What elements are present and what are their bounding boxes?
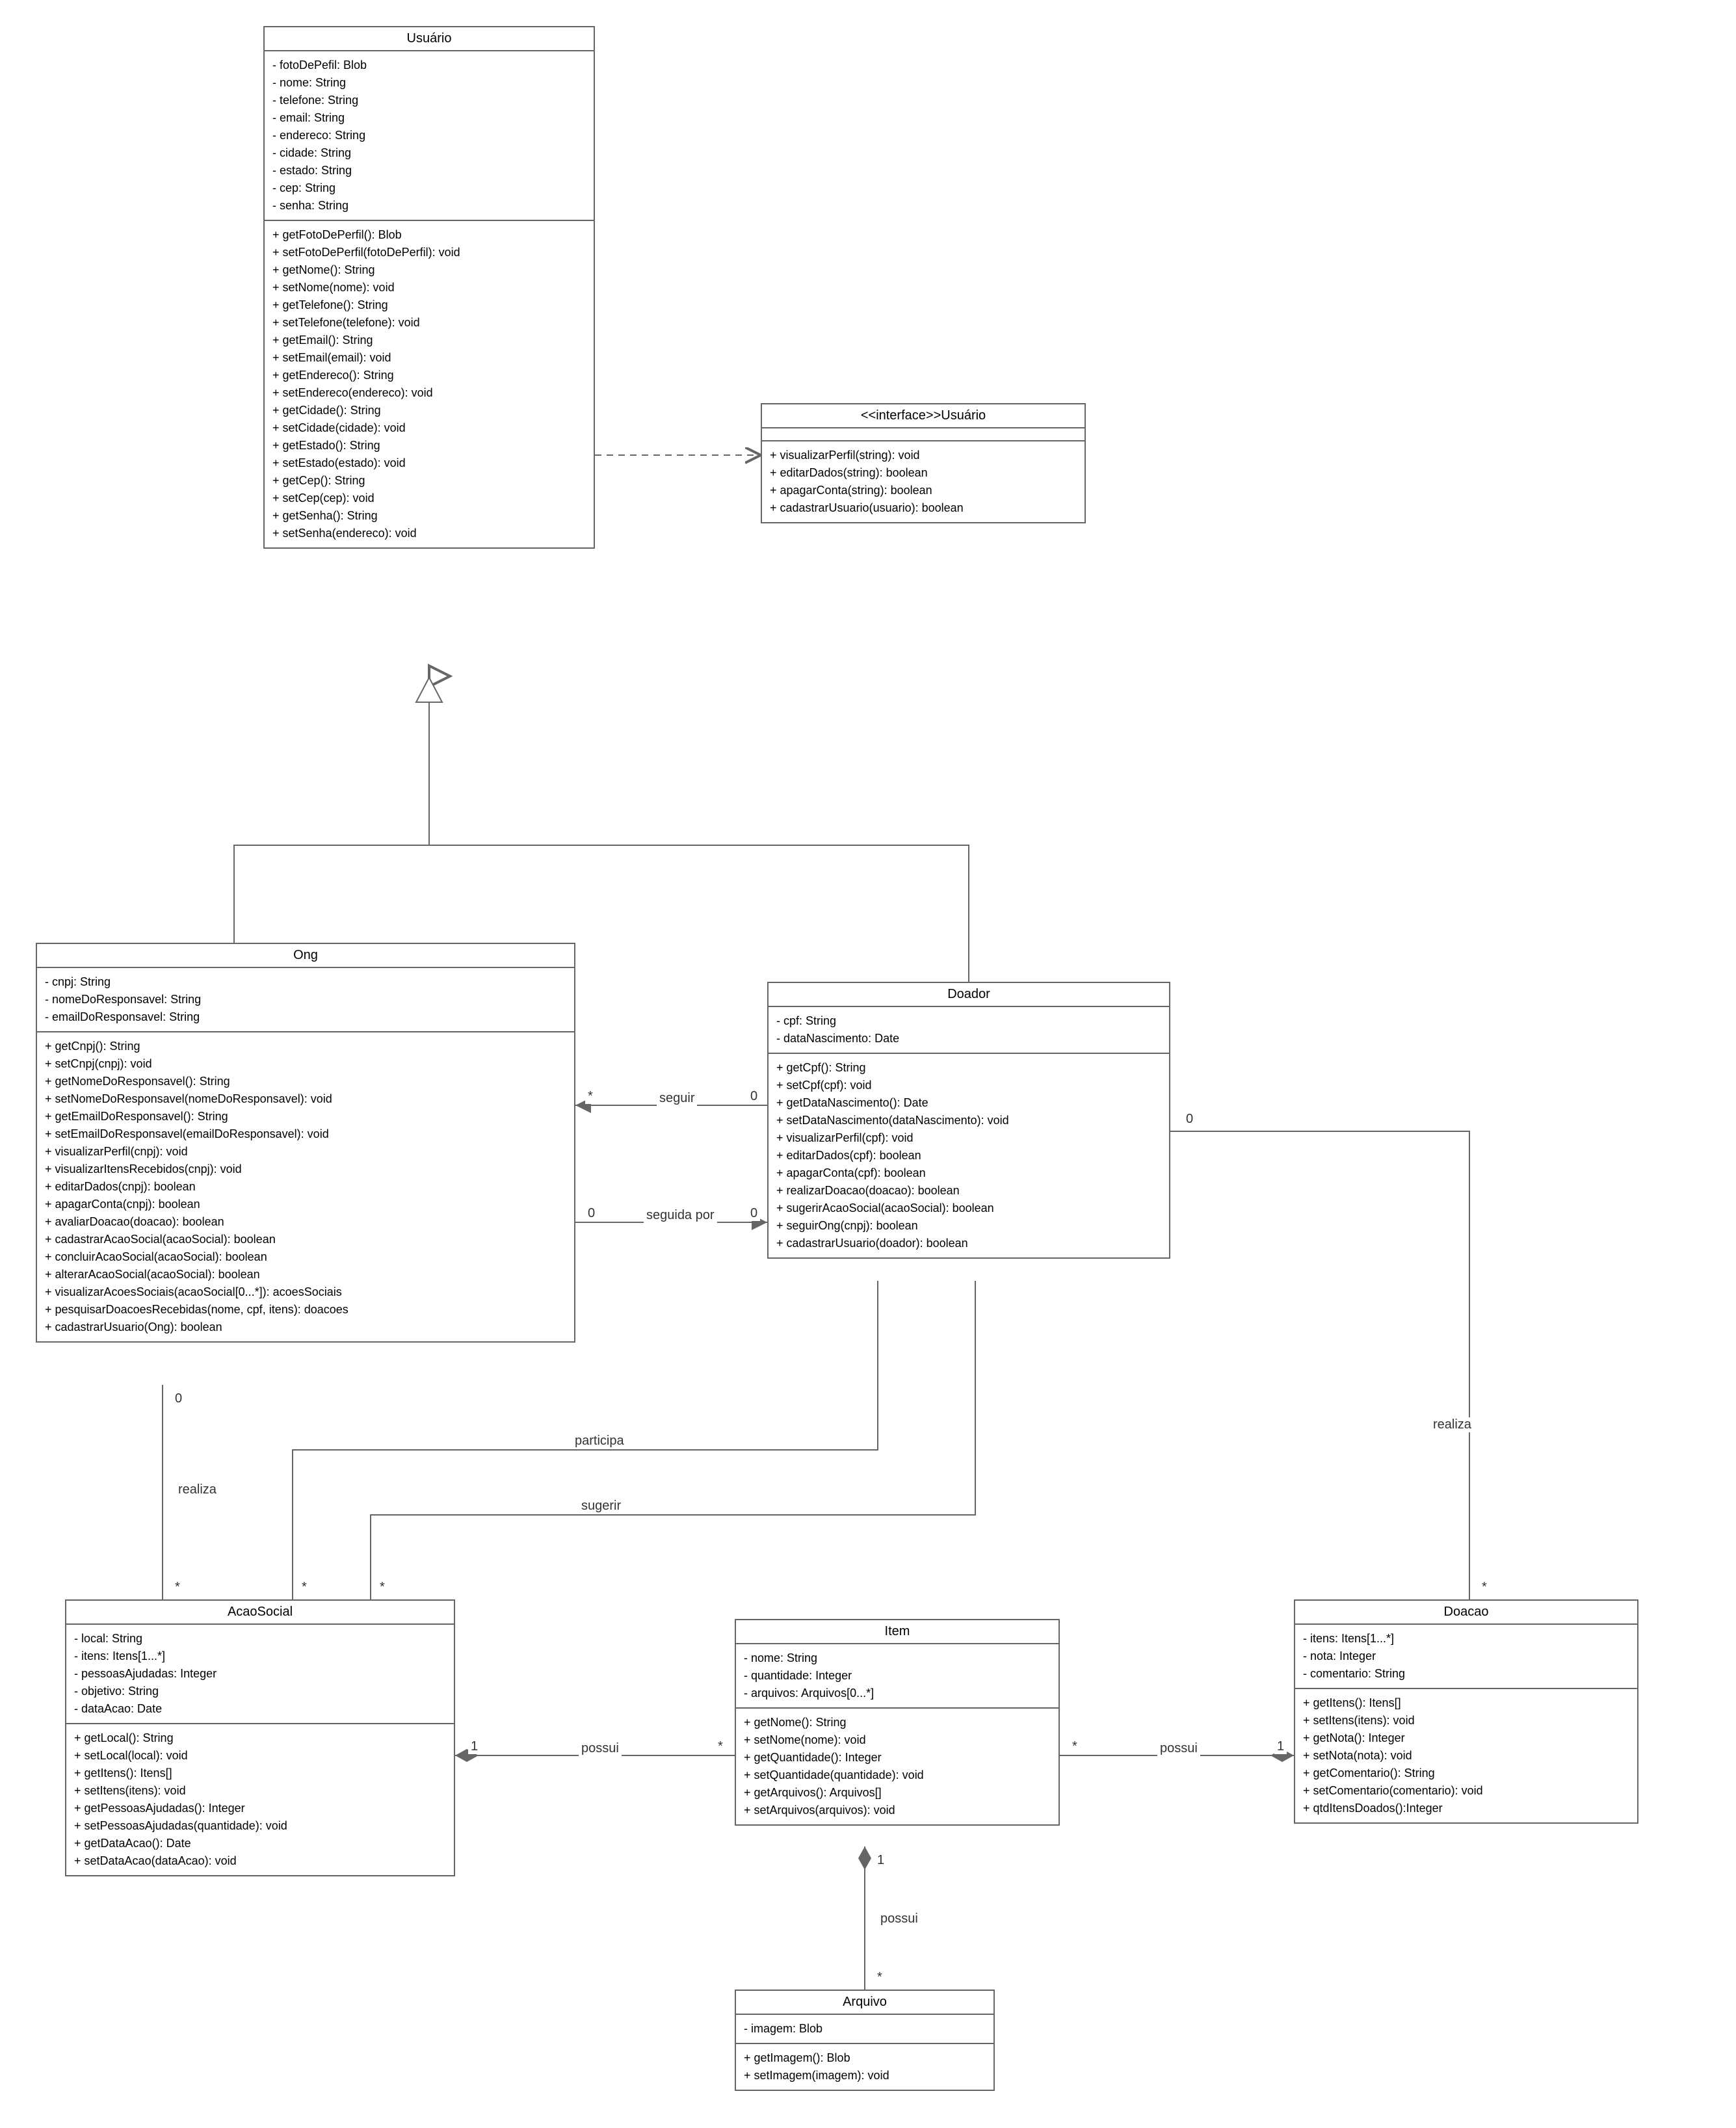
class-attrs: - fotoDePefil: Blob - nome: String - tel… bbox=[265, 51, 594, 221]
multiplicity: 1 bbox=[468, 1739, 480, 1754]
class-ops: + getCpf(): String + setCpf(cpf): void +… bbox=[769, 1054, 1169, 1257]
class-attrs bbox=[762, 428, 1085, 441]
label-possui: possui bbox=[579, 1741, 622, 1756]
class-title: Doacao bbox=[1295, 1601, 1637, 1625]
class-usuario: Usuário - fotoDePefil: Blob - nome: Stri… bbox=[263, 26, 595, 549]
label-seguida: seguida por bbox=[644, 1208, 717, 1223]
multiplicity: * bbox=[875, 1970, 885, 1985]
class-arquivo: Arquivo - imagem: Blob + getImagem(): Bl… bbox=[735, 1990, 995, 2091]
label-sugerir: sugerir bbox=[579, 1499, 624, 1514]
multiplicity: * bbox=[172, 1580, 183, 1595]
label-possui: possui bbox=[1157, 1741, 1200, 1756]
multiplicity: 0 bbox=[172, 1391, 185, 1406]
class-attrs: - cnpj: String - nomeDoResponsavel: Stri… bbox=[37, 968, 574, 1032]
class-ops: + visualizarPerfil(string): void + edita… bbox=[762, 441, 1085, 522]
class-ops: + getCnpj(): String + setCnpj(cnpj): voi… bbox=[37, 1032, 574, 1341]
class-interface-usuario: <<interface>>Usuário + visualizarPerfil(… bbox=[761, 403, 1086, 523]
class-title: Ong bbox=[37, 944, 574, 968]
multiplicity: * bbox=[299, 1580, 309, 1595]
multiplicity: 0 bbox=[748, 1089, 760, 1104]
class-acaosocial: AcaoSocial - local: String - itens: Iten… bbox=[65, 1599, 455, 1876]
class-title: AcaoSocial bbox=[66, 1601, 454, 1625]
class-title: Usuário bbox=[265, 27, 594, 51]
multiplicity: * bbox=[1070, 1739, 1080, 1754]
multiplicity: 0 bbox=[585, 1206, 598, 1221]
multiplicity: * bbox=[1479, 1580, 1490, 1595]
class-attrs: - imagem: Blob bbox=[736, 2015, 993, 2044]
label-realiza: realiza bbox=[1430, 1417, 1474, 1432]
class-attrs: - nome: String - quantidade: Integer - a… bbox=[736, 1644, 1059, 1709]
class-title: Item bbox=[736, 1620, 1059, 1644]
multiplicity: * bbox=[377, 1580, 388, 1595]
class-item: Item - nome: String - quantidade: Intege… bbox=[735, 1619, 1060, 1826]
class-ops: + getItens(): Itens[] + setItens(itens):… bbox=[1295, 1689, 1637, 1822]
class-attrs: - local: String - itens: Itens[1...*] - … bbox=[66, 1625, 454, 1724]
class-doacao: Doacao - itens: Itens[1...*] - nota: Int… bbox=[1294, 1599, 1638, 1824]
class-title: Arquivo bbox=[736, 1991, 993, 2015]
multiplicity: * bbox=[715, 1739, 726, 1754]
class-ong: Ong - cnpj: String - nomeDoResponsavel: … bbox=[36, 943, 575, 1343]
class-title: <<interface>>Usuário bbox=[762, 404, 1085, 428]
class-doador: Doador - cpf: String - dataNascimento: D… bbox=[767, 982, 1170, 1259]
multiplicity: 1 bbox=[1274, 1739, 1287, 1754]
label-realiza: realiza bbox=[176, 1482, 219, 1497]
label-participa: participa bbox=[572, 1434, 627, 1449]
class-ops: + getNome(): String + setNome(nome): voi… bbox=[736, 1709, 1059, 1824]
multiplicity: * bbox=[585, 1089, 596, 1104]
multiplicity: 0 bbox=[748, 1206, 760, 1221]
label-seguir: seguir bbox=[657, 1091, 697, 1106]
class-ops: + getLocal(): String + setLocal(local): … bbox=[66, 1724, 454, 1875]
class-title: Doador bbox=[769, 983, 1169, 1007]
multiplicity: 0 bbox=[1183, 1112, 1196, 1127]
class-attrs: - cpf: String - dataNascimento: Date bbox=[769, 1007, 1169, 1054]
class-attrs: - itens: Itens[1...*] - nota: Integer - … bbox=[1295, 1625, 1637, 1689]
class-ops: + getImagem(): Blob + setImagem(imagem):… bbox=[736, 2044, 993, 2090]
label-possui: possui bbox=[878, 1911, 921, 1926]
class-ops: + getFotoDePerfil(): Blob + setFotoDePer… bbox=[265, 221, 594, 547]
multiplicity: 1 bbox=[875, 1853, 887, 1868]
